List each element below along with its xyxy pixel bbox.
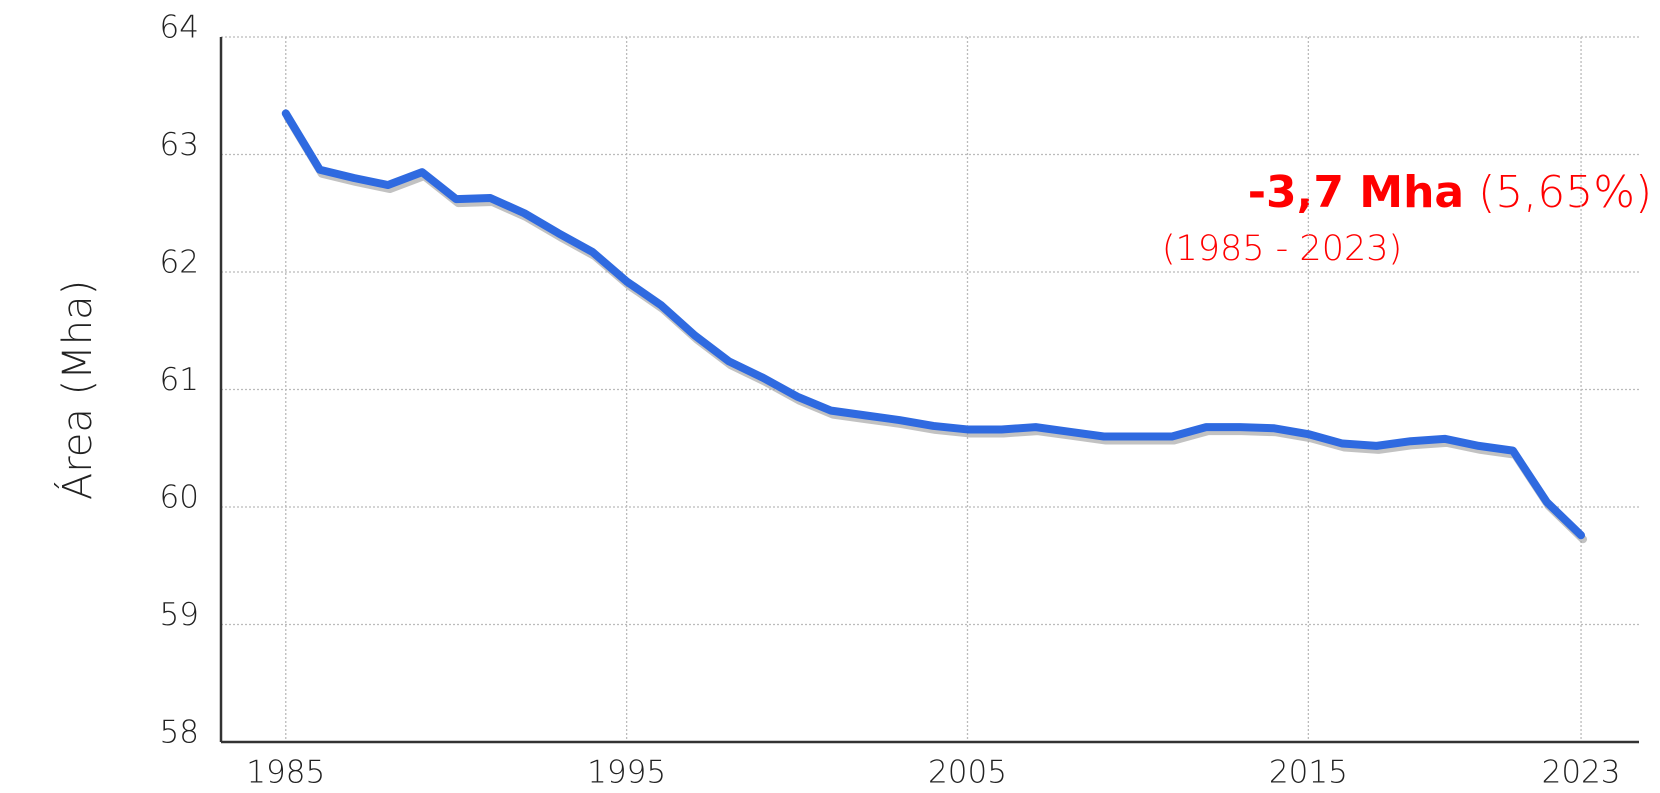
line (281, 109, 1586, 540)
annotation-period: (1985 - 2023) (1162, 229, 1402, 269)
annotation-bold: -3,7 Mha (1248, 167, 1464, 218)
x-tick-label: 1995 (587, 755, 666, 791)
y-tick-label: 62 (160, 245, 199, 281)
y-tick-label: 59 (160, 597, 199, 633)
x-tick-label: 2015 (1269, 755, 1348, 791)
y-axis-label: Área (Mha) (53, 280, 101, 500)
y-tick-label: 63 (160, 127, 199, 163)
y-tick-label: 64 (160, 10, 199, 46)
x-tick-label: 2023 (1542, 755, 1621, 791)
x-tick-label: 1985 (246, 755, 325, 791)
annotation: -3,7 Mha (5,65%) (1248, 167, 1652, 218)
y-tick-label: 61 (160, 362, 199, 398)
y-tick-label: 60 (160, 480, 199, 516)
x-tick-label: 2005 (928, 755, 1007, 791)
y-tick-label: 58 (160, 715, 199, 751)
annotation-rest: (5,65%) (1478, 167, 1652, 218)
